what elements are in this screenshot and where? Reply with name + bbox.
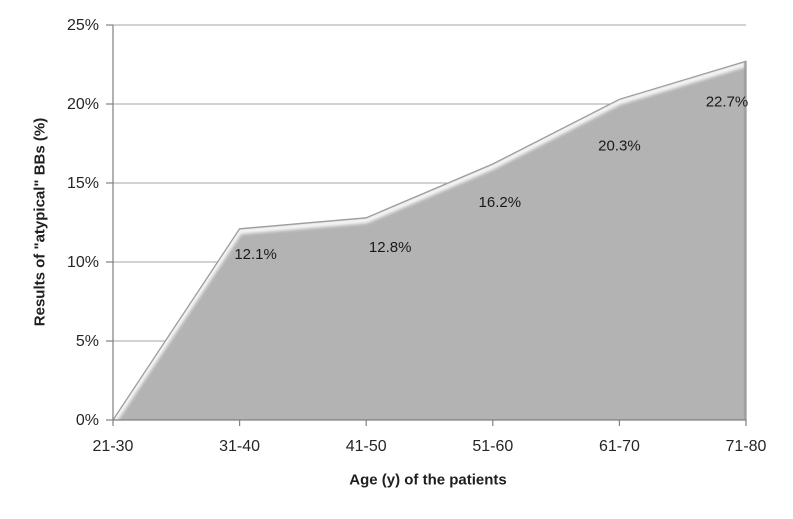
x-tick-label: 31-40 [219,438,260,455]
y-axis-title: Results of "atypical" BBs (%) [31,117,49,327]
y-tick-label: 5% [76,333,99,350]
x-tick-label: 41-50 [346,438,387,455]
y-tick-label: 25% [67,17,99,34]
data-label: 12.8% [369,239,412,256]
data-label: 22.7% [706,93,749,110]
x-tick-label: 61-70 [599,438,640,455]
x-tick-label: 21-30 [93,438,134,455]
y-tick-label: 15% [67,175,99,192]
data-label: 20.3% [598,137,641,154]
y-tick-label: 20% [67,96,99,113]
y-tick-label: 0% [76,412,99,429]
y-tick-label: 10% [67,254,99,271]
x-axis-title: Age (y) of the patients [349,471,507,489]
x-tick-label: 51-60 [472,438,513,455]
data-label: 12.1% [234,246,277,263]
x-tick-label: 71-80 [726,438,767,455]
area-series [113,61,746,421]
area-outline [112,60,747,421]
data-label: 16.2% [479,194,522,211]
bevel-highlight [113,61,746,421]
